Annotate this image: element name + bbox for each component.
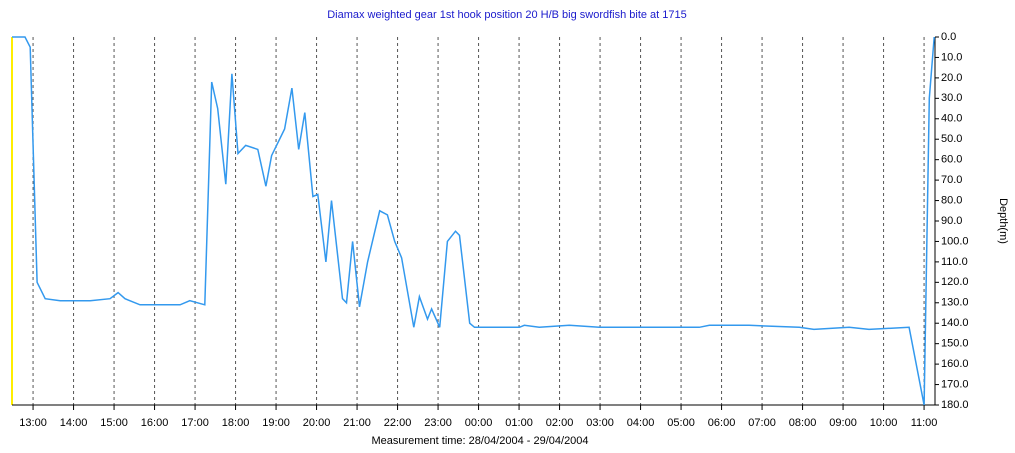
chart-title: Diamax weighted gear 1st hook position 2… — [327, 9, 687, 21]
x-tick-label: 09:00 — [829, 417, 857, 429]
x-tick-label: 13:00 — [19, 417, 47, 429]
x-tick-label: 02:00 — [546, 417, 574, 429]
y-tick-label: 120.0 — [941, 276, 969, 288]
x-tick-label: 14:00 — [60, 417, 88, 429]
x-tick-label: 19:00 — [262, 417, 290, 429]
x-tick-label: 17:00 — [181, 417, 209, 429]
x-tick-label: 08:00 — [789, 417, 817, 429]
y-tick-label: 170.0 — [941, 378, 969, 390]
y-tick-label: 0.0 — [941, 31, 956, 43]
x-tick-label: 22:00 — [384, 417, 412, 429]
x-tick-label: 21:00 — [343, 417, 371, 429]
x-tick-label: 01:00 — [505, 417, 533, 429]
y-tick-label: 50.0 — [941, 133, 962, 145]
y-tick-label: 70.0 — [941, 174, 962, 186]
y-axis-label: Depth(m) — [997, 198, 1009, 244]
y-tick-label: 40.0 — [941, 113, 962, 125]
y-tick-label: 10.0 — [941, 51, 962, 63]
x-tick-label: 07:00 — [748, 417, 776, 429]
data-line — [12, 36, 935, 406]
x-tick-label: 23:00 — [424, 417, 452, 429]
x-tick-label: 20:00 — [303, 417, 331, 429]
x-tick-label: 04:00 — [627, 417, 655, 429]
y-tick-label: 30.0 — [941, 92, 962, 104]
y-tick-label: 100.0 — [941, 235, 969, 247]
y-tick-label: 150.0 — [941, 338, 969, 350]
x-axis-label: Measurement time: 28/04/2004 - 29/04/200… — [371, 435, 588, 447]
x-tick-label: 18:00 — [222, 417, 250, 429]
x-tick-label: 16:00 — [141, 417, 169, 429]
x-tick-label: 05:00 — [667, 417, 695, 429]
y-tick-label: 140.0 — [941, 317, 969, 329]
x-tick-label: 00:00 — [465, 417, 493, 429]
y-tick-label: 180.0 — [941, 399, 969, 411]
x-tick-label: 03:00 — [586, 417, 614, 429]
y-tick-label: 60.0 — [941, 154, 962, 166]
y-tick-label: 160.0 — [941, 358, 969, 370]
x-tick-label: 06:00 — [708, 417, 736, 429]
y-tick-label: 20.0 — [941, 72, 962, 84]
y-tick-label: 130.0 — [941, 297, 969, 309]
y-tick-label: 110.0 — [941, 256, 968, 268]
x-tick-label: 11:00 — [911, 417, 938, 429]
y-tick-label: 80.0 — [941, 194, 962, 206]
y-tick-label: 90.0 — [941, 215, 962, 227]
x-tick-label: 15:00 — [100, 417, 128, 429]
x-tick-label: 10:00 — [870, 417, 898, 429]
